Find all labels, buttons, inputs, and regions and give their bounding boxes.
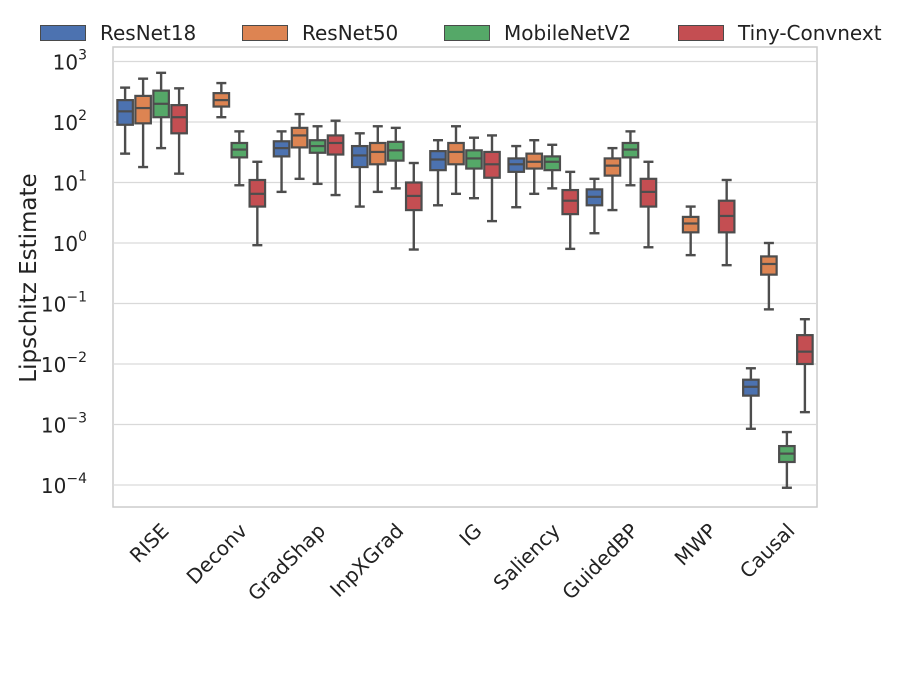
x-tick-label-ig: IG (454, 519, 486, 551)
group-deconv (212, 81, 267, 247)
legend-swatch-resnet50 (242, 25, 288, 41)
x-tick-label-rise: RISE (125, 519, 174, 568)
legend-label-resnet50: ResNet50 (302, 21, 399, 45)
y-tick-label-4: 10−1 (41, 290, 87, 317)
group-causal (742, 241, 814, 489)
group-inpxgrad (350, 125, 423, 251)
x-tick-label-inpxgrad: InpXGrad (325, 519, 408, 602)
y-tick-label-5: 10−2 (41, 350, 87, 377)
legend-label-resnet18: ResNet18 (100, 21, 197, 45)
legend-label-mobilenetv2: MobileNetV2 (504, 21, 632, 45)
box-resnet50-gradshap (290, 126, 309, 149)
x-tick-label-mwp: MWP (670, 519, 722, 571)
legend-swatch-tiny-convnext (678, 25, 724, 41)
x-tick-label-deconv: Deconv (182, 518, 252, 588)
box-resnet50-causal (760, 255, 778, 276)
legend-label-tiny-convnext: Tiny-Convnext (738, 21, 882, 45)
y-tick-label-7: 10−4 (41, 471, 87, 498)
plot-frame (112, 46, 818, 508)
y-axis-label: Lipschitz Estimate (16, 173, 42, 382)
box-tiny-convnext-gradshap (326, 134, 345, 156)
box-resnet50-mwp (681, 215, 700, 234)
y-tick-label-0: 103 (53, 48, 87, 75)
x-tick-label-guidedbp: GuidedBP (557, 519, 643, 605)
box-resnet50-guidedbp (603, 157, 622, 177)
group-gradshap (272, 112, 345, 197)
box-tiny-convnext-causal (796, 334, 814, 366)
y-tick-label-1: 102 (53, 108, 87, 135)
group-rise (116, 71, 188, 175)
y-tick-label-3: 100 (53, 229, 87, 256)
y-tick-label-2: 101 (53, 169, 87, 196)
x-tick-label-saliency: Saliency (488, 518, 564, 594)
box-mobilenetv2-saliency (543, 155, 562, 172)
legend-swatch-resnet18 (40, 25, 86, 41)
legend-swatch-mobilenetv2 (444, 25, 490, 41)
box-tiny-convnext-saliency (561, 188, 580, 216)
legend-item-resnet50: ResNet50 (242, 18, 398, 48)
group-saliency (507, 139, 580, 251)
box-resnet18-inpxgrad (350, 144, 369, 169)
y-tick-label-6: 10−3 (41, 411, 87, 438)
group-guidedbp (585, 130, 658, 249)
box-resnet50-rise (134, 94, 152, 125)
legend-item-tiny-convnext: Tiny-Convnext (678, 18, 882, 48)
legend-item-mobilenetv2: MobileNetV2 (444, 18, 631, 48)
box-resnet50-ig (447, 141, 465, 166)
group-ig (429, 125, 501, 223)
box-resnet18-ig (429, 150, 447, 172)
legend-item-resnet18: ResNet18 (40, 18, 196, 48)
box-resnet50-inpxgrad (368, 141, 387, 166)
x-tick-label-gradshap: GradShap (243, 519, 330, 606)
x-tick-label-causal: Causal (735, 519, 799, 583)
group-mwp (681, 178, 736, 267)
box-tiny-convnext-rise (170, 104, 188, 135)
